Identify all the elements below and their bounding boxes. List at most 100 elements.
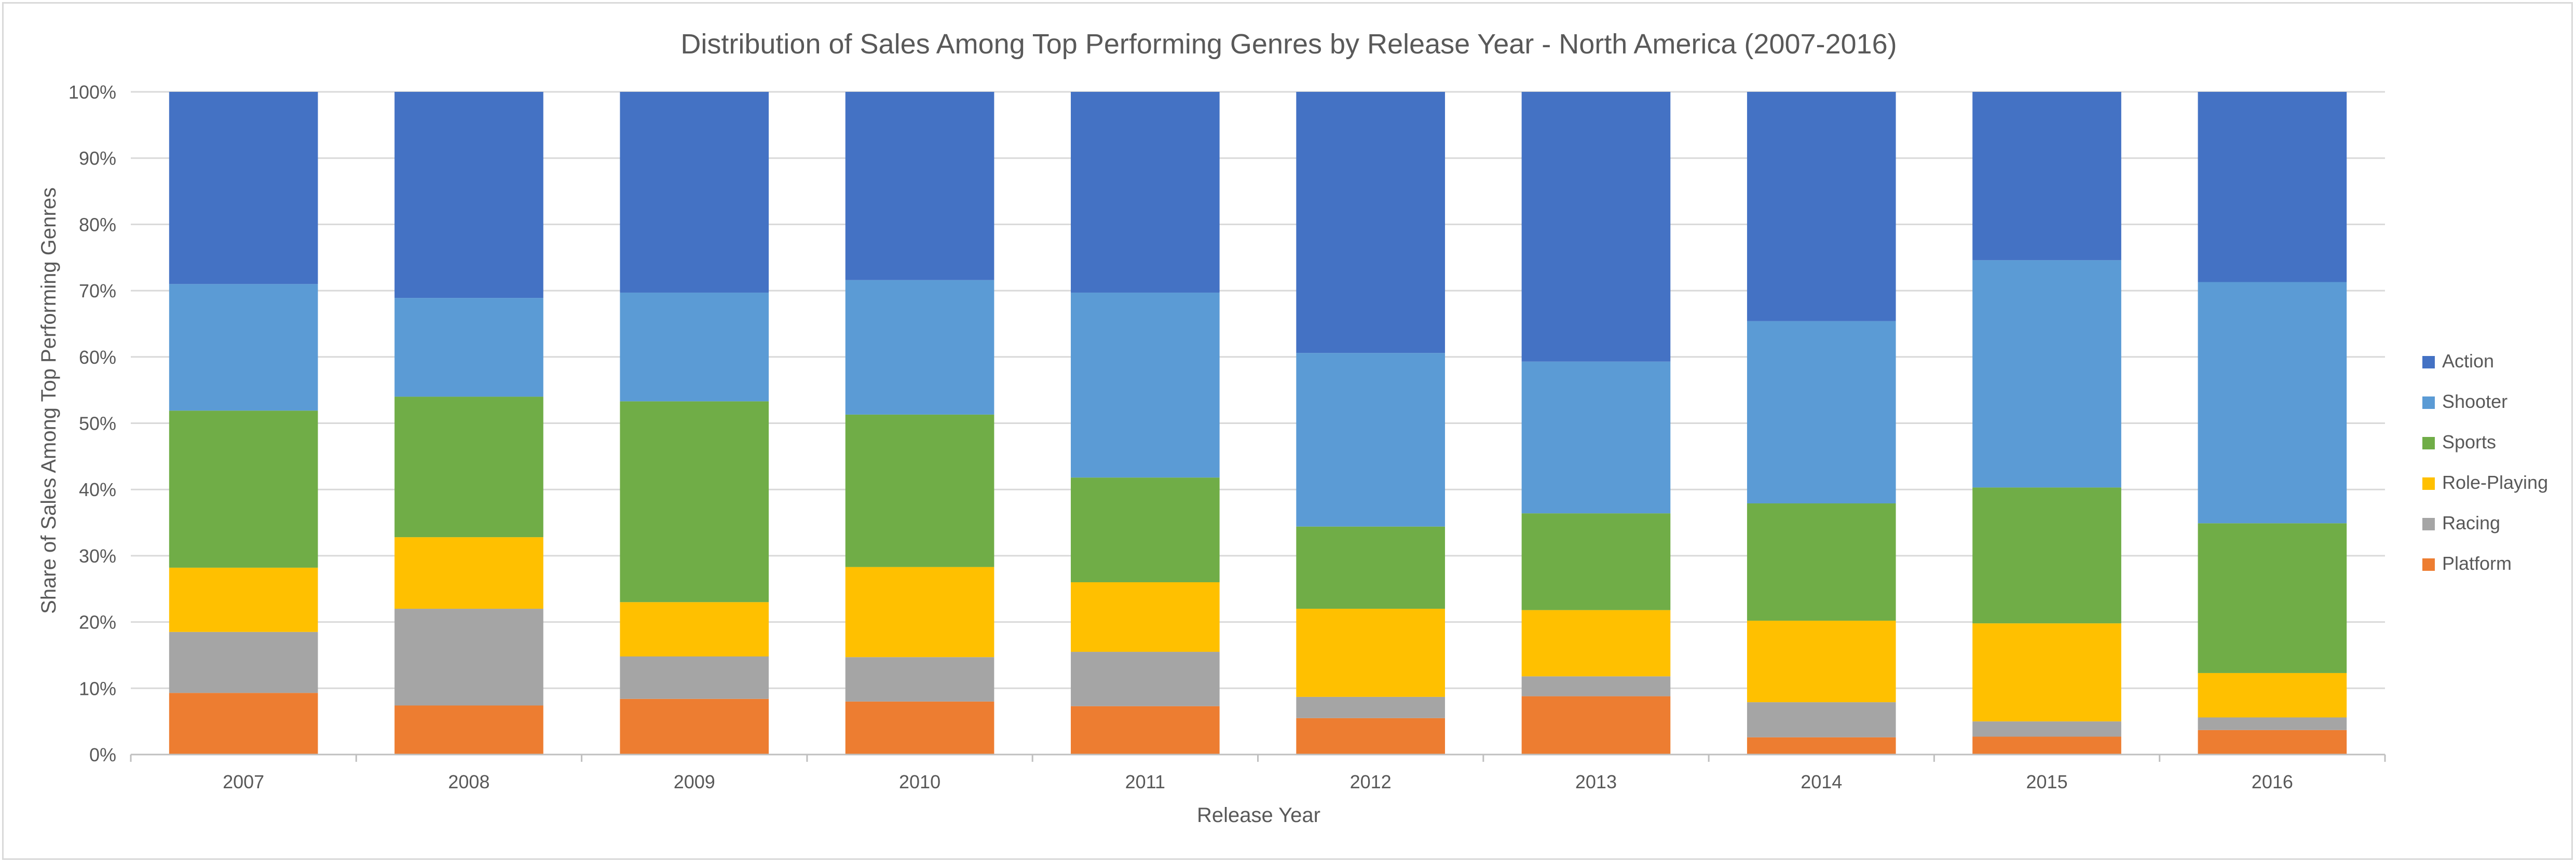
bar-segment-shooter xyxy=(169,284,318,411)
y-tick-label: 20% xyxy=(79,612,116,633)
bar-segment-role-playing xyxy=(620,602,769,657)
bar-segment-sports xyxy=(1747,503,1896,621)
legend-label: Platform xyxy=(2442,553,2512,574)
x-tick-label: 2014 xyxy=(1801,771,1842,792)
legend-label: Racing xyxy=(2442,512,2500,533)
bar-segment-platform xyxy=(2198,730,2347,755)
y-tick-label: 70% xyxy=(79,280,116,302)
bar-segment-shooter xyxy=(1521,361,1671,514)
bar-segment-action xyxy=(169,92,318,284)
bar-segment-racing xyxy=(620,656,769,699)
y-tick-label: 60% xyxy=(79,347,116,368)
bar-segment-sports xyxy=(169,410,318,568)
bar-segment-action xyxy=(1296,92,1445,353)
bar-segment-shooter xyxy=(1972,260,2121,488)
bar-segment-action xyxy=(394,92,543,298)
y-axis-title: Share of Sales Among Top Performing Genr… xyxy=(37,187,60,614)
bar-segment-racing xyxy=(1071,652,1220,706)
bar-segment-role-playing xyxy=(845,567,994,657)
y-tick-label: 90% xyxy=(79,148,116,169)
legend-swatch xyxy=(2422,558,2435,571)
bar-segment-racing xyxy=(845,657,994,702)
bar-segment-action xyxy=(620,92,769,293)
y-tick-label: 0% xyxy=(89,744,116,765)
bar-segment-platform xyxy=(169,693,318,755)
x-tick-label: 2016 xyxy=(2252,771,2293,792)
bar-segment-platform xyxy=(845,701,994,755)
bar-segment-shooter xyxy=(1747,321,1896,504)
bar-segment-platform xyxy=(1296,718,1445,755)
x-tick-label: 2009 xyxy=(674,771,715,792)
bar-segment-action xyxy=(1972,92,2121,261)
legend-swatch xyxy=(2422,518,2435,530)
bar-segment-action xyxy=(1747,92,1896,321)
bar-segment-sports xyxy=(1521,513,1671,610)
y-tick-label: 10% xyxy=(79,678,116,699)
x-tick-label: 2008 xyxy=(448,771,489,792)
bar-segment-racing xyxy=(1296,696,1445,718)
bar-segment-action xyxy=(845,92,994,280)
bar-segment-shooter xyxy=(394,298,543,397)
legend-swatch xyxy=(2422,396,2435,409)
legend: Action Shooter Sports Role-Playing Racing Pla… xyxy=(2422,350,2548,574)
bar-segment-racing xyxy=(169,632,318,693)
bar-segment-role-playing xyxy=(1296,609,1445,697)
bar-segment-platform xyxy=(1747,737,1896,755)
bar-segment-shooter xyxy=(1071,292,1220,478)
bar-segment-role-playing xyxy=(394,537,543,609)
legend-label: Sports xyxy=(2442,431,2496,453)
bar-segment-action xyxy=(2198,92,2347,282)
legend-label: Role-Playing xyxy=(2442,472,2548,493)
stacked-bar-chart: Distribution of Sales Among Top Performi… xyxy=(37,29,2548,827)
bar-segment-role-playing xyxy=(1972,623,2121,722)
bar-segment-platform xyxy=(620,698,769,755)
bar-segment-platform xyxy=(394,705,543,755)
x-tick-label: 2013 xyxy=(1575,771,1617,792)
x-tick-label: 2015 xyxy=(2026,771,2068,792)
y-tick-label: 80% xyxy=(79,214,116,235)
bar-segment-shooter xyxy=(620,292,769,402)
x-tick-label: 2007 xyxy=(223,771,264,792)
x-axis xyxy=(130,754,2386,762)
legend-swatch xyxy=(2422,477,2435,490)
bar-segment-sports xyxy=(394,396,543,538)
bar-segment-racing xyxy=(1747,702,1896,737)
x-tick-label: 2012 xyxy=(1350,771,1392,792)
x-tick-label: 2010 xyxy=(899,771,941,792)
bar-segment-platform xyxy=(1521,696,1671,755)
bar-segment-racing xyxy=(1521,676,1671,696)
bar-segment-role-playing xyxy=(1747,621,1896,703)
bar-segment-platform xyxy=(1071,706,1220,755)
bar-segment-sports xyxy=(2198,523,2347,673)
bar-segment-sports xyxy=(1972,487,2121,624)
legend-swatch xyxy=(2422,437,2435,449)
y-tick-label: 100% xyxy=(69,81,116,103)
bar-segment-sports xyxy=(845,414,994,567)
bar-segment-action xyxy=(1071,92,1220,293)
bar-segment-sports xyxy=(620,401,769,602)
bars xyxy=(169,92,2347,755)
bar-segment-racing xyxy=(394,609,543,706)
bar-segment-shooter xyxy=(1296,353,1445,527)
x-axis-title: Release Year xyxy=(1197,804,1320,827)
legend-label: Action xyxy=(2442,350,2494,372)
x-axis-tick-labels: 2007 2008 2009 2010 2011 2012 2013 2014 2015 2016 xyxy=(223,771,2293,792)
legend-swatch xyxy=(2422,356,2435,368)
bar-segment-role-playing xyxy=(1071,582,1220,652)
bar-segment-action xyxy=(1521,92,1671,362)
chart-title: Distribution of Sales Among Top Performi… xyxy=(680,29,1897,60)
bar-segment-racing xyxy=(2198,717,2347,730)
bar-segment-shooter xyxy=(845,280,994,415)
bar-segment-sports xyxy=(1071,477,1220,582)
bar-segment-platform xyxy=(1972,736,2121,755)
bar-segment-shooter xyxy=(2198,282,2347,524)
bar-segment-role-playing xyxy=(2198,673,2347,718)
y-tick-label: 50% xyxy=(79,413,116,434)
x-tick-label: 2011 xyxy=(1125,771,1165,792)
bar-segment-sports xyxy=(1296,526,1445,609)
y-tick-label: 40% xyxy=(79,479,116,500)
y-axis-tick-labels: 0% 10% 20% 30% 40% 50% 60% 70% 80% 90% 100% xyxy=(69,81,116,765)
y-tick-label: 30% xyxy=(79,545,116,567)
bar-segment-role-playing xyxy=(1521,610,1671,677)
